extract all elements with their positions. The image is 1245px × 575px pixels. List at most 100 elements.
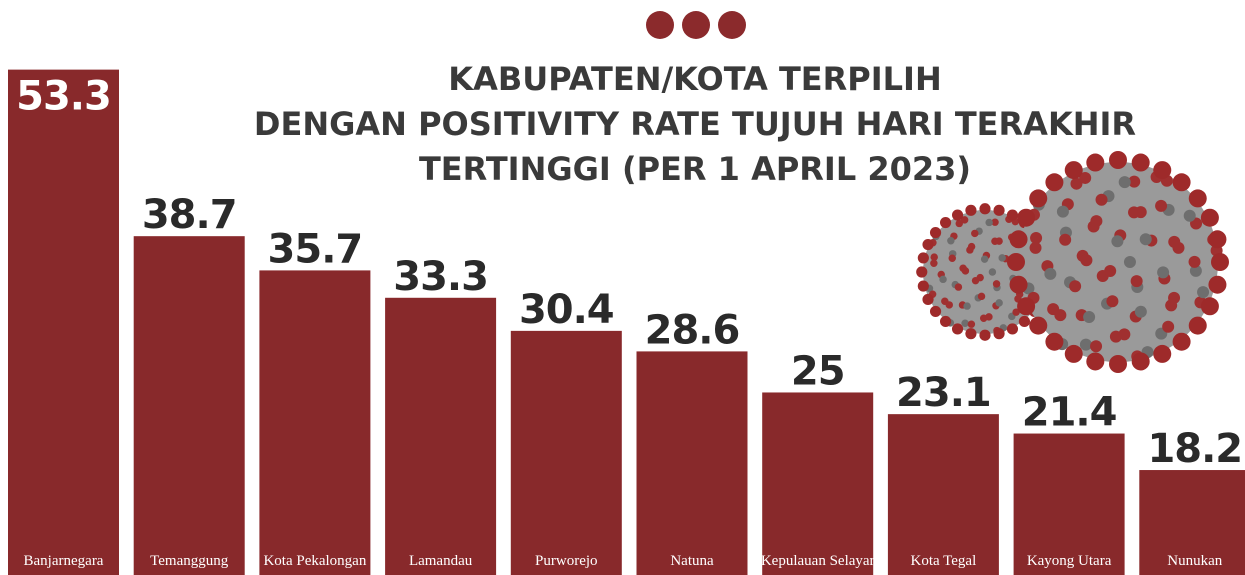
virus-spike: [1086, 352, 1104, 370]
virus-spike: [940, 217, 951, 228]
virus-spike: [1153, 161, 1171, 179]
virus-spot: [968, 320, 975, 327]
virus-spike: [1017, 209, 1035, 227]
decoration-dots: [646, 11, 746, 39]
category-label: Kota Tegal: [911, 553, 977, 569]
category-label: Banjarnegara: [24, 553, 104, 569]
virus-spot: [1096, 194, 1108, 206]
virus-spike: [1208, 276, 1226, 294]
virus-spike: [993, 205, 1004, 216]
virus-spike: [952, 209, 963, 220]
virus-spike: [1189, 189, 1207, 207]
virus-spike: [1109, 151, 1127, 169]
dot: [718, 11, 746, 39]
virus-spike: [1045, 173, 1063, 191]
virus-spike: [1010, 276, 1028, 294]
bar: [8, 70, 119, 575]
virus-spike: [1045, 333, 1063, 351]
category-label: Kota Pekalongan: [263, 553, 366, 569]
value-label: 35.7: [268, 226, 363, 272]
virus-spike: [930, 227, 941, 238]
bar: [259, 270, 370, 575]
virus-spike: [1173, 333, 1191, 351]
virus-spot: [956, 220, 963, 227]
virus-spike: [1211, 253, 1229, 271]
value-label: 38.7: [142, 192, 237, 238]
virus-spot: [1090, 340, 1102, 352]
virus-spot: [1168, 236, 1180, 248]
virus-spike: [965, 328, 976, 339]
title-line: KABUPATEN/KOTA TERPILIH: [448, 60, 941, 98]
title-line: TERTINGGI (PER 1 APRIL 2023): [419, 150, 971, 188]
virus-spot: [985, 313, 992, 320]
virus-spot: [1080, 254, 1092, 266]
virus-spot: [1070, 178, 1082, 190]
virus-spot: [1131, 275, 1143, 287]
virus-spot: [1140, 233, 1152, 245]
virus-spot: [1088, 220, 1100, 232]
virus-spot: [978, 293, 985, 300]
value-label: 53.3: [16, 74, 111, 120]
virus-spot: [930, 260, 937, 267]
virus-spot: [981, 255, 988, 262]
virus-spike: [1007, 253, 1025, 271]
virus-spike: [1029, 317, 1047, 335]
value-label: 30.4: [519, 287, 614, 333]
virus-spike: [918, 252, 929, 263]
value-label: 21.4: [1022, 390, 1117, 436]
virus-spike: [1201, 209, 1219, 227]
virus-spot: [985, 219, 992, 226]
virus-spot: [998, 254, 1005, 261]
virus-spot: [955, 283, 962, 290]
virus-spike: [1029, 189, 1047, 207]
value-label: 23.1: [896, 370, 991, 416]
virus-spike: [952, 323, 963, 334]
virus-spot: [993, 280, 1000, 287]
value-label: 18.2: [1147, 426, 1242, 472]
virus-spot: [1197, 286, 1209, 298]
virus-spike: [916, 266, 927, 277]
virus-spike: [1065, 161, 1083, 179]
category-label: Purworejo: [535, 553, 598, 569]
virus-spot: [962, 267, 969, 274]
virus-spot: [995, 299, 1002, 306]
virus-spike: [1109, 355, 1127, 373]
category-label: Temanggung: [150, 553, 229, 569]
virus-spot: [939, 276, 946, 283]
virus-spike: [1010, 230, 1028, 248]
virus-spot: [971, 230, 978, 237]
virus-spot: [1118, 328, 1130, 340]
virus-spike: [940, 316, 951, 327]
chart: KABUPATEN/KOTA TERPILIHDENGAN POSITIVITY…: [0, 0, 1245, 575]
bar: [888, 414, 999, 575]
value-label: 25: [791, 348, 845, 394]
virus-spot: [949, 254, 956, 261]
virus-spot: [1128, 206, 1140, 218]
virus-spike: [979, 330, 990, 341]
virus-spot: [1104, 265, 1116, 277]
virus-spot: [1080, 339, 1092, 351]
virus-spike: [1153, 345, 1171, 363]
page: {"chart_data": {"type": "bar", "title": …: [0, 0, 1245, 575]
virus-spot: [1030, 242, 1042, 254]
bar: [511, 331, 622, 575]
virus-spike: [1007, 323, 1018, 334]
category-label: Kayong Utara: [1027, 553, 1112, 569]
dot: [682, 11, 710, 39]
virus-spike: [1201, 297, 1219, 315]
virus-spike: [1019, 316, 1030, 327]
virus-spot: [1059, 234, 1071, 246]
virus-spot: [1111, 235, 1123, 247]
dot: [646, 11, 674, 39]
virus-spike: [918, 280, 929, 291]
virus-spot: [1069, 280, 1081, 292]
bar: [762, 392, 873, 575]
virus-spot: [1162, 321, 1174, 333]
virus-spot: [989, 268, 996, 275]
virus-spike: [1208, 230, 1226, 248]
virus-spot: [961, 320, 968, 327]
virus-spot: [966, 246, 973, 253]
virus-spot: [946, 301, 953, 308]
virus-spike: [1086, 154, 1104, 172]
